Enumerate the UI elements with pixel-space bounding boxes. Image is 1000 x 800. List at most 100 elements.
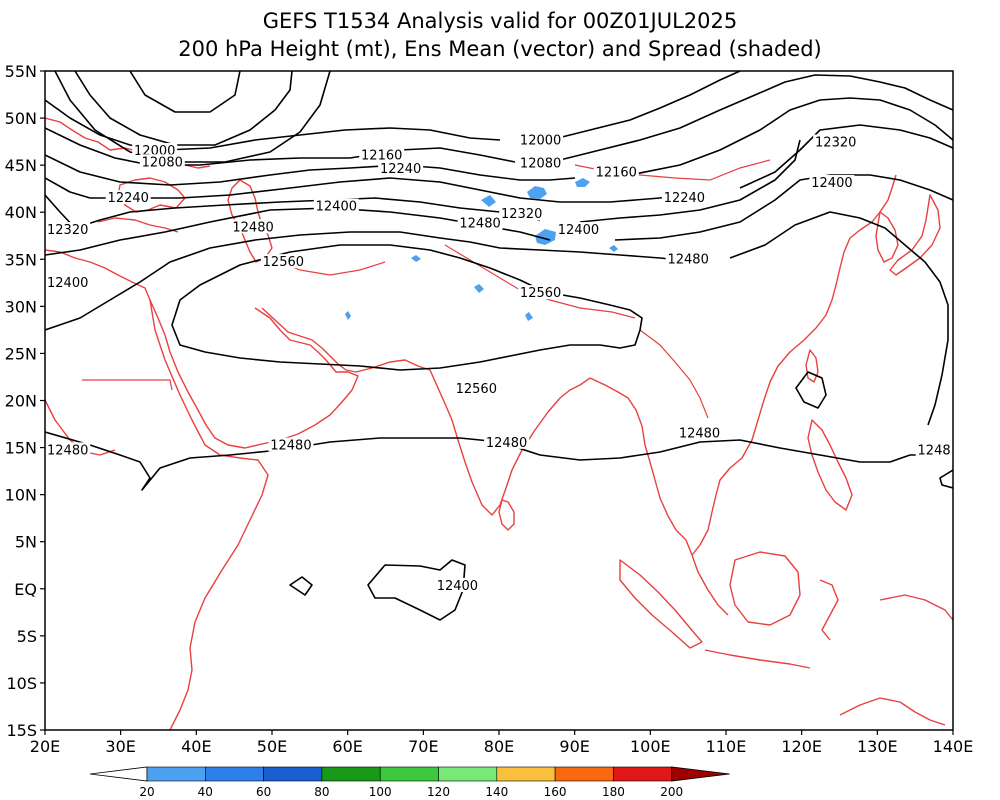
x-axis: 20E 30E 40E 50E 60E 70E 80E 90E 100E 110E 120E 130E…: [30, 730, 973, 756]
x-tick-label: 100E: [630, 737, 671, 756]
coastline-java: [704, 649, 811, 669]
x-tick-label: 40E: [181, 737, 211, 756]
contour-label-bg: [313, 198, 359, 213]
x-tick-label: 30E: [105, 737, 135, 756]
contour-label-bg: [813, 134, 859, 149]
contour-label: 12480: [232, 220, 273, 235]
colorbar-segment: [321, 766, 381, 782]
contour-label-bg: [518, 132, 564, 147]
contour-label: 12160: [361, 149, 402, 164]
spread-patch: [575, 178, 590, 187]
coastline-korea: [875, 211, 899, 263]
contour-label-bg: [457, 215, 503, 230]
colorbar-segment: [554, 766, 614, 782]
coastline-philippines: [807, 419, 853, 511]
colorbar-tick-label: 140: [485, 785, 508, 799]
border-arabia-iraq: [82, 379, 173, 391]
spread-patch: [345, 311, 351, 320]
y-tick-label: 45N: [5, 156, 37, 175]
colorbar-tick-label: 80: [314, 785, 329, 799]
contour-label: 12480: [486, 436, 527, 451]
colorbar-arrow-left: [89, 766, 148, 782]
coastline-sumatra: [619, 559, 703, 649]
colorbar-tick-label: 180: [602, 785, 625, 799]
coastline-taiwan: [805, 349, 819, 383]
y-tick-label: 20N: [5, 392, 37, 411]
coastline-levant-arabia: [149, 299, 359, 449]
y-axis: 55N 50N 45N 40N 35N 30N 25N 20N 15N 10N 5N EQ 5S 10S 1…: [5, 62, 45, 740]
contour-label-bg: [45, 442, 91, 457]
contour-12400-small: [289, 576, 313, 596]
x-tick-label: 110E: [706, 737, 747, 756]
contour-label-bg: [260, 254, 306, 269]
contour-label-bg: [434, 577, 480, 592]
contour-label: 12480: [667, 252, 708, 267]
y-tick-label: 15S: [6, 721, 37, 740]
spread-patches: [345, 178, 618, 321]
coastline-sulawesi: [819, 579, 839, 641]
y-tick-label: 25N: [5, 344, 37, 363]
contour-label-bg: [677, 425, 723, 440]
contour-label: 1248: [918, 443, 951, 458]
contour-label: 12320: [47, 223, 88, 238]
coastlines: [45, 117, 953, 730]
y-tick-label: 10S: [6, 674, 37, 693]
coastline-japan: [889, 194, 941, 276]
contour-label-bg: [518, 285, 564, 300]
coastline-china-east: [849, 174, 897, 239]
coastline-iran-pakistan: [355, 359, 431, 373]
contour-label-bg: [359, 147, 405, 162]
colorbar-segment: [438, 766, 498, 782]
contour-label-bg: [378, 160, 424, 175]
x-tick-label: 60E: [332, 737, 362, 756]
colorbar-tick-label: 20: [139, 785, 154, 799]
contour-label-bg: [484, 434, 530, 449]
chart-title-line1: GEFS T1534 Analysis valid for 00Z01JUL20…: [263, 9, 737, 33]
x-tick-label: 70E: [408, 737, 438, 756]
contour-12480-east-edge: [939, 469, 953, 489]
coastline-sri-lanka: [498, 499, 515, 531]
contour-label: 12080: [142, 155, 183, 170]
contour-label: 12560: [520, 286, 561, 301]
contour-label-bg: [593, 164, 639, 179]
contour-label: 12320: [501, 207, 542, 222]
coastline-indochina: [691, 237, 851, 556]
contour-label-bg: [105, 190, 151, 205]
contour-label: 12240: [108, 191, 149, 206]
contour-12000: [45, 99, 501, 151]
contours: [45, 71, 953, 621]
colorbar-tick-label: 60: [256, 785, 271, 799]
contour-label: 12160: [596, 166, 637, 181]
contour-12160-east: [629, 97, 953, 176]
contour-12160: [45, 154, 576, 186]
x-tick-label: 120E: [781, 737, 822, 756]
contour-12240-east: [739, 124, 953, 189]
contour-label-bg: [268, 437, 314, 452]
contour-label: 12560: [456, 382, 497, 397]
contour-label: 12240: [380, 162, 421, 177]
spread-patch: [474, 284, 484, 293]
contour-label-bg: [809, 175, 855, 190]
contour-12080-ring: [54, 71, 331, 163]
contour-label-bg: [139, 154, 185, 169]
contour-label: 12400: [437, 579, 478, 594]
contour-label-bg: [518, 155, 564, 170]
coastline-bay-of-bengal: [589, 377, 693, 556]
y-tick-label: 35N: [5, 250, 37, 269]
contour-inner-ring: [129, 71, 241, 113]
contour-label: 12400: [316, 200, 357, 215]
contour-label: 12480: [47, 443, 88, 458]
colorbar-segment: [379, 766, 439, 782]
spread-patch: [527, 186, 547, 199]
y-tick-label: 40N: [5, 203, 37, 222]
contour-label: 12000: [520, 134, 561, 149]
coastline-mediterranean: [45, 249, 151, 301]
colorbar: 20 40 60 80 100 120 140 160 180 200: [89, 766, 730, 799]
contour-label: 12240: [664, 191, 705, 206]
contour-label: 12480: [459, 217, 500, 232]
y-tick-label: 15N: [5, 439, 37, 458]
contour-label-bg: [45, 274, 91, 289]
spread-patch: [411, 255, 421, 262]
colorbar-segment: [263, 766, 323, 782]
